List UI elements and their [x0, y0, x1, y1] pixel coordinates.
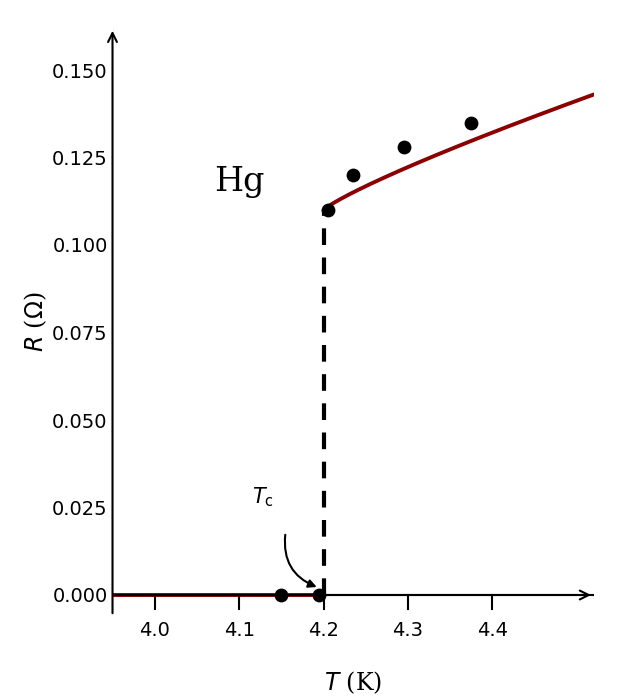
Text: $T_{\rm c}$: $T_{\rm c}$: [252, 485, 274, 509]
Point: [322, 204, 332, 216]
Point: [348, 169, 358, 181]
Point: [276, 589, 286, 601]
Text: Hg: Hg: [214, 166, 264, 198]
Point: [399, 141, 409, 153]
Text: $R$ ($\Omega$): $R$ ($\Omega$): [22, 292, 49, 352]
Point: [466, 117, 476, 128]
Text: $T$ (K): $T$ (K): [324, 669, 382, 696]
Point: [314, 589, 324, 601]
